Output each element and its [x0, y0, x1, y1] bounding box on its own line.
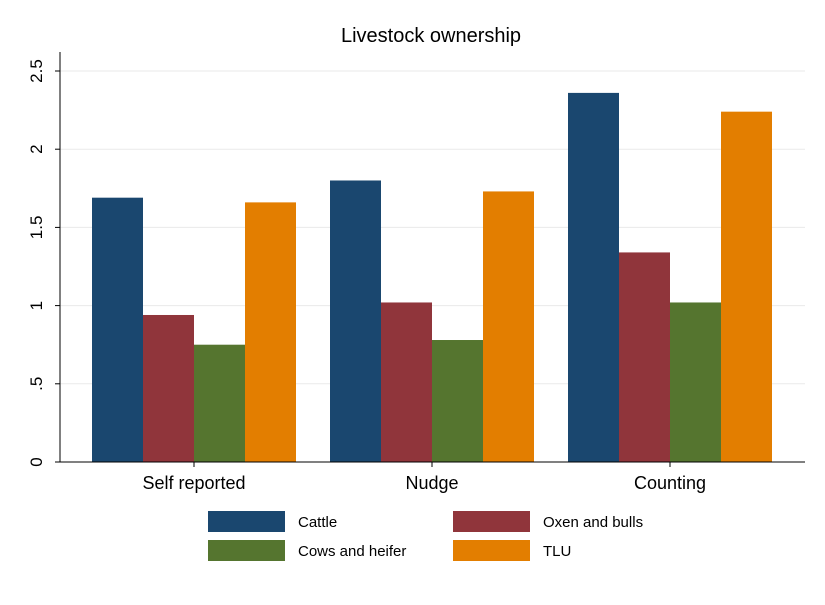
legend-label: Oxen and bulls — [543, 514, 643, 531]
bar-cows-and-heifer-nudge — [432, 340, 483, 462]
y-ticks: 0 .5 1 1.5 2 2.5 — [27, 59, 60, 467]
y-tick-label: 1.5 — [27, 216, 46, 240]
bar-tlu-nudge — [483, 191, 534, 463]
legend-swatch — [453, 540, 530, 561]
legend-label: Cows and heifer — [298, 543, 406, 560]
bar-oxen-and-bulls-self-reported — [143, 314, 194, 462]
bar-cows-and-heifer-self-reported — [194, 344, 245, 462]
bar-oxen-and-bulls-counting — [619, 252, 670, 462]
y-tick-label: 2 — [27, 144, 46, 153]
bar-cattle-nudge — [330, 180, 381, 463]
y-tick-label: 2.5 — [27, 59, 46, 83]
y-tick-label: 0 — [27, 457, 46, 466]
bar-cows-and-heifer-counting — [670, 302, 721, 462]
x-ticks: Self reported Nudge Counting — [142, 462, 706, 493]
y-tick-label: .5 — [27, 377, 46, 391]
bar-oxen-and-bulls-nudge — [381, 302, 432, 462]
legend-label: TLU — [543, 543, 571, 560]
bar-cattle-self-reported — [92, 197, 143, 462]
y-tick-label: 1 — [27, 301, 46, 310]
legend-swatch — [208, 540, 285, 561]
legend-label: Cattle — [298, 514, 337, 531]
x-tick-label: Self reported — [142, 473, 245, 493]
legend-swatch — [453, 511, 530, 532]
bar-tlu-counting — [721, 111, 772, 462]
x-tick-label: Nudge — [405, 473, 458, 493]
bars — [92, 92, 772, 463]
bar-tlu-self-reported — [245, 202, 296, 462]
chart-title: Livestock ownership — [341, 25, 521, 47]
legend-swatch — [208, 511, 285, 532]
bar-cattle-counting — [568, 92, 619, 463]
legend: Cattle Oxen and bulls Cows and heifer TLU — [208, 511, 643, 561]
x-tick-label: Counting — [634, 473, 706, 493]
